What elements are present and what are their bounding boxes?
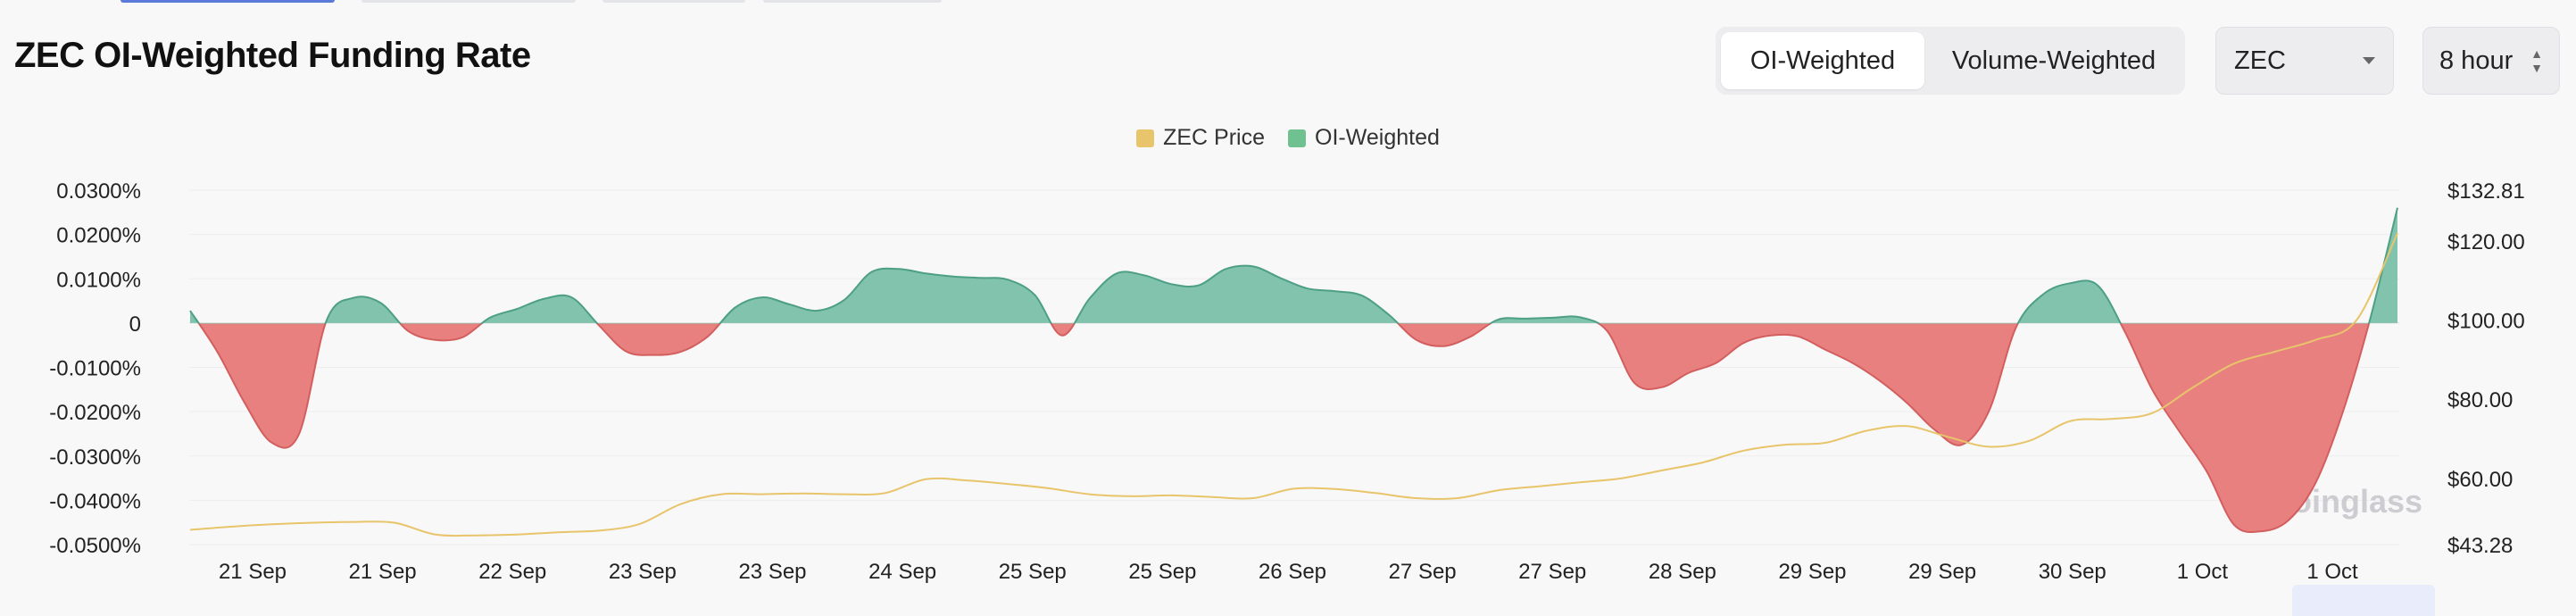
page-title: ZEC OI-Weighted Funding Rate <box>14 36 531 75</box>
volume-weighted-button[interactable]: Volume-Weighted <box>1951 46 2156 75</box>
y-right-tick-label: $80.00 <box>2447 388 2513 412</box>
x-tick-label: 23 Sep <box>609 560 677 584</box>
x-tick-label: 25 Sep <box>1128 560 1196 584</box>
interval-select-value: 8 hour <box>2439 46 2514 75</box>
x-axis-ticks: 21 Sep 21 Sep 22 Sep 23 Sep 23 Sep 24 Sep 25 S… <box>219 560 2358 584</box>
top-tab[interactable] <box>361 0 576 3</box>
top-tab[interactable] <box>602 0 745 3</box>
legend-item-oi[interactable]: OI-Weighted <box>1288 125 1440 151</box>
y-right-tick-label: $100.00 <box>2447 309 2525 333</box>
legend-swatch-price <box>1136 129 1155 147</box>
x-tick-label: 26 Sep <box>1259 560 1326 584</box>
series-oi-weighted-positive-area <box>190 207 2397 324</box>
y-left-tick-label: -0.0400% <box>49 489 141 513</box>
x-tick-label: 22 Sep <box>478 560 546 584</box>
top-tab[interactable] <box>763 0 942 3</box>
y-right-tick-label: $132.81 <box>2447 179 2525 204</box>
series-zec-price-line <box>189 232 2398 537</box>
y-left-tick-label: 0.0100% <box>56 268 141 292</box>
chevron-down-icon <box>2363 57 2375 64</box>
series-oi-weighted-negative-area <box>198 323 2369 533</box>
chart-legend: ZEC Price OI-Weighted <box>0 125 2576 151</box>
y-right-tick-label: $43.28 <box>2447 534 2513 558</box>
y-axis-right-ticks: $132.81 $120.00 $100.00 $80.00 $60.00 $43.28 <box>2447 179 2525 558</box>
x-tick-label: 1 Oct <box>2306 560 2358 584</box>
y-left-tick-label: 0.0300% <box>56 179 141 204</box>
x-tick-label: 21 Sep <box>349 560 417 584</box>
y-axis-left-ticks: 0.0300% 0.0200% 0.0100% 0 -0.0100% -0.0200% -0… <box>49 179 141 558</box>
legend-label-price: ZEC Price <box>1163 125 1265 150</box>
top-tab-active[interactable] <box>120 0 335 3</box>
weighting-toggle: OI-Weighted Volume-Weighted <box>1716 27 2185 95</box>
y-left-tick-label: -0.0300% <box>49 445 141 470</box>
legend-item-price[interactable]: ZEC Price <box>1136 125 1265 151</box>
x-tick-label: 23 Sep <box>738 560 806 584</box>
oi-weighted-button[interactable]: OI-Weighted <box>1721 32 1924 89</box>
x-tick-label: 24 Sep <box>868 560 936 584</box>
coin-select[interactable]: ZEC <box>2215 27 2394 95</box>
legend-label-oi: OI-Weighted <box>1315 125 1440 150</box>
y-left-tick-label: -0.0100% <box>49 357 141 381</box>
y-right-tick-label: $60.00 <box>2447 468 2513 492</box>
updown-chevron-icon: ▲ ▼ <box>2530 46 2543 75</box>
x-tick-label: 29 Sep <box>1908 560 1976 584</box>
x-tick-label: 25 Sep <box>999 560 1067 584</box>
x-tick-label: 27 Sep <box>1518 560 1586 584</box>
y-left-tick-label: -0.0200% <box>49 401 141 425</box>
y-left-tick-label: -0.0500% <box>49 534 141 558</box>
x-tick-label: 28 Sep <box>1649 560 1716 584</box>
chart-grid <box>189 189 2399 545</box>
legend-swatch-oi <box>1288 129 1306 147</box>
top-tab-strip <box>0 0 982 7</box>
series-oi-weighted-positive-line <box>189 207 2398 324</box>
series-oi-weighted-negative-line <box>197 323 2371 534</box>
x-tick-label: 1 Oct <box>2177 560 2229 584</box>
range-selector-handle[interactable] <box>2292 585 2435 616</box>
y-left-tick-label: 0.0200% <box>56 224 141 248</box>
x-tick-label: 29 Sep <box>1778 560 1846 584</box>
x-tick-label: 21 Sep <box>219 560 287 584</box>
y-left-tick-label: 0 <box>129 312 141 337</box>
x-tick-label: 30 Sep <box>2039 560 2107 584</box>
y-right-tick-label: $120.00 <box>2447 230 2525 254</box>
coin-select-value: ZEC <box>2234 46 2286 75</box>
interval-select[interactable]: 8 hour ▲ ▼ <box>2422 27 2560 95</box>
x-tick-label: 27 Sep <box>1389 560 1457 584</box>
